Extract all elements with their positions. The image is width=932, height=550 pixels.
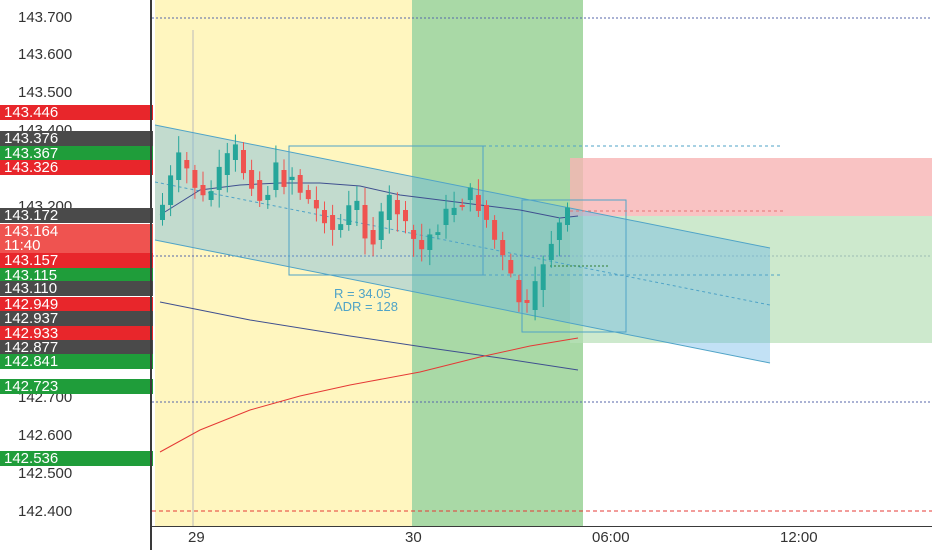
candle-body [354, 200, 360, 210]
candle-body [524, 300, 530, 303]
price-tag: 143.157 [0, 253, 153, 268]
candle-body [281, 170, 287, 187]
price-tick: 142.400 [18, 503, 73, 520]
candle-body [305, 190, 311, 200]
candle-body [241, 150, 246, 174]
candle-body [289, 176, 295, 180]
candle-body [548, 243, 554, 260]
candle-body [451, 207, 457, 215]
time-label: 06:00 [592, 529, 630, 546]
price-tag: 143.326 [0, 160, 153, 175]
price-axis-border [150, 0, 152, 550]
candle-body [208, 191, 214, 200]
candle-body [532, 281, 538, 310]
candle-body [160, 204, 165, 220]
candle-body [313, 200, 319, 209]
candle-body [273, 162, 279, 190]
candle-body [257, 180, 263, 201]
range-label: R = 34.05 [334, 286, 391, 301]
candle-body [249, 170, 255, 189]
price-tag: 143.115 [0, 268, 153, 283]
price-tag: 142.841 [0, 354, 153, 369]
price-tag: 11:40 [0, 238, 153, 253]
adr-label: ADR = 128 [334, 299, 398, 314]
candle-body [378, 211, 384, 240]
price-tag: 143.164 [0, 224, 153, 239]
price-tag: 142.937 [0, 311, 153, 326]
price-tag: 142.933 [0, 326, 153, 341]
candle-body [516, 280, 522, 303]
price-axis[interactable]: 143.700143.600143.500143.400143.200142.7… [0, 0, 153, 550]
ma-short [159, 182, 579, 219]
candle-body [419, 240, 425, 250]
candle-body [435, 232, 441, 235]
price-tick: 143.600 [18, 46, 73, 63]
channel-mid [154, 181, 771, 306]
candle-body [484, 205, 489, 220]
candle-body [394, 200, 400, 215]
candle-body [192, 170, 198, 188]
candlesticks [160, 134, 570, 321]
candle-body [556, 222, 562, 240]
range-box-1 [288, 145, 484, 276]
candle-body [338, 224, 344, 230]
candle-body [168, 175, 174, 205]
price-tag: 142.536 [0, 451, 153, 466]
candle-body [500, 240, 506, 256]
price-tick: 143.700 [18, 9, 73, 26]
candle-body [232, 144, 238, 160]
price-tag: 143.367 [0, 146, 153, 161]
candle-body [224, 153, 230, 175]
price-tag: 143.172 [0, 208, 153, 223]
candle-body [443, 208, 449, 225]
candle-body [427, 234, 433, 250]
asia-session-highlight [155, 0, 412, 526]
candle-body [265, 194, 271, 200]
price-tick: 142.500 [18, 465, 73, 482]
time-label: 12:00 [780, 529, 818, 546]
candle-body [565, 207, 570, 225]
candle-body [184, 160, 190, 169]
price-tag: 142.877 [0, 340, 153, 355]
candle-body [475, 195, 481, 211]
candle-body [297, 175, 303, 193]
price-tick: 143.500 [18, 84, 73, 101]
range-box-2 [521, 199, 627, 333]
candle-body [540, 264, 546, 290]
candle-body [459, 205, 465, 207]
candle-body [322, 210, 327, 224]
candle-body [492, 220, 498, 240]
candle-body [467, 187, 473, 200]
ma-red [159, 337, 579, 453]
candle-body [176, 152, 182, 180]
candle-body [200, 185, 206, 196]
price-tag: 143.446 [0, 105, 153, 120]
channel-lower [154, 239, 771, 364]
candle-body [386, 194, 392, 220]
candle-body [403, 210, 408, 222]
london-session-highlight [412, 0, 583, 526]
time-axis-border [150, 526, 932, 527]
price-tag: 142.949 [0, 297, 153, 312]
time-label: 30 [405, 529, 422, 546]
candle-body [216, 166, 222, 190]
candle-body [330, 215, 336, 230]
price-tag: 143.110 [0, 281, 153, 296]
ma-blue [159, 301, 579, 371]
time-label: 29 [188, 529, 205, 546]
price-tick: 142.600 [18, 427, 73, 444]
candle-body [362, 205, 368, 239]
candle-body [508, 260, 514, 274]
candle-body [370, 230, 376, 245]
price-tag: 143.376 [0, 131, 153, 146]
price-tag: 142.723 [0, 379, 153, 394]
channel-upper [154, 124, 771, 249]
candle-body [411, 230, 417, 239]
candle-body [346, 205, 352, 225]
stop-loss-zone [570, 158, 932, 216]
take-profit-zone [570, 216, 932, 343]
